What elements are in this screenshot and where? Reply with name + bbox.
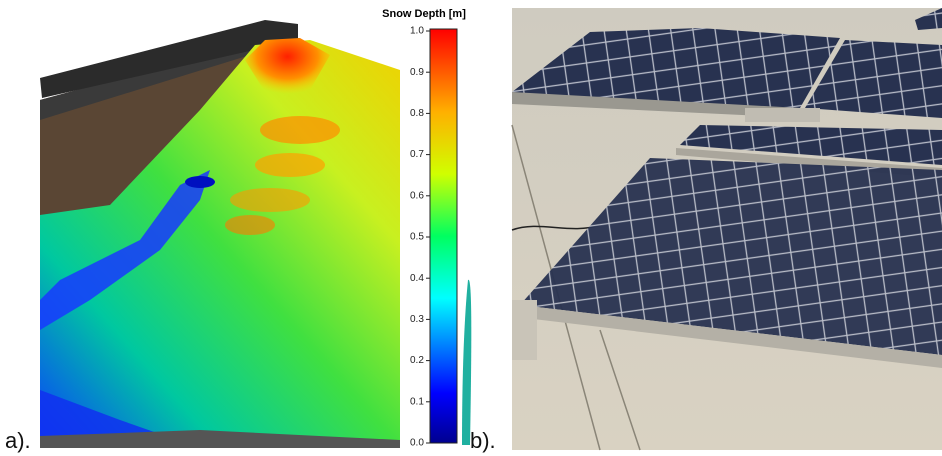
panel-label: a). — [5, 428, 31, 453]
colorbar — [429, 28, 458, 444]
colorbar-tick-label: 0.0 — [410, 438, 424, 449]
colorbar-tick-label: 0.9 — [410, 67, 424, 78]
colorbar-tick-label: 1.0 — [410, 26, 424, 37]
histogram-curve — [462, 279, 472, 445]
colorbar-tick-label: 0.3 — [410, 314, 424, 325]
panel-label: b). — [470, 428, 496, 453]
colorbar-tick-label: 0.7 — [410, 149, 424, 160]
colorbar-tick-label: 0.8 — [410, 108, 424, 119]
colorbar-tick-label: 0.1 — [410, 396, 424, 407]
solar-photo — [511, 8, 942, 451]
colorbar-tick-label: 0.2 — [410, 355, 424, 366]
colorbar-tick-label: 0.4 — [410, 273, 424, 284]
snow-depth-map — [40, 20, 400, 448]
colorbar-tick-label: 0.5 — [410, 232, 424, 243]
colorbar-title: Snow Depth [m] — [382, 8, 466, 20]
colorbar-tick-label: 0.6 — [410, 190, 424, 201]
